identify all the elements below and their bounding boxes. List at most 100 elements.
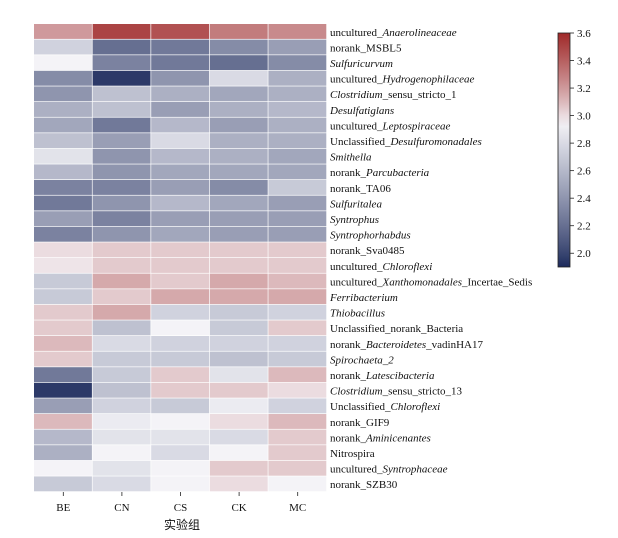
heatmap-cell	[92, 226, 151, 242]
heatmap-cell	[92, 429, 151, 445]
row-label: Sulfuritalea	[330, 198, 382, 210]
heatmap-cell	[209, 148, 268, 164]
heatmap-cell	[268, 55, 327, 71]
heatmap-cell	[92, 382, 151, 398]
heatmap-cell	[151, 289, 210, 305]
heatmap-cell	[92, 39, 151, 55]
row-label: norank_Sva0485	[330, 245, 405, 257]
heatmap-cell	[151, 351, 210, 367]
heatmap-cell	[209, 86, 268, 102]
heatmap-cell	[34, 211, 92, 227]
heatmap-cell	[92, 148, 151, 164]
row-label: Spirochaeta_2	[330, 354, 394, 366]
heatmap-cell	[268, 258, 327, 273]
heatmap-cell	[268, 24, 327, 39]
row-label: norank_GIF9	[330, 417, 390, 429]
heatmap-cell	[209, 164, 268, 180]
heatmap-cell	[92, 117, 151, 133]
heatmap-cell	[209, 39, 268, 55]
heatmap-cell	[268, 476, 327, 492]
heatmap-cell	[34, 414, 92, 429]
heatmap-cell	[92, 258, 151, 273]
heatmap-cell	[151, 460, 210, 476]
heatmap-cell	[268, 70, 327, 86]
heatmap-cell	[209, 476, 268, 492]
heatmap-cell	[34, 180, 92, 195]
heatmap-cell	[268, 211, 327, 227]
row-label: Syntrophus	[330, 214, 379, 226]
row-label: Syntrophorhabdus	[330, 230, 411, 242]
heatmap-cell	[268, 195, 327, 211]
heatmap-cell	[34, 226, 92, 242]
heatmap-cell	[209, 289, 268, 305]
heatmap-cell	[151, 258, 210, 273]
row-label: norank_SZB30	[330, 479, 398, 491]
row-label: Nitrospira	[330, 448, 375, 460]
column-label: CS	[174, 502, 187, 514]
heatmap-cell	[92, 289, 151, 305]
colorbar-tick-label: 2.6	[577, 166, 591, 178]
heatmap-cell	[151, 336, 210, 351]
row-label: norank_MSBL5	[330, 42, 402, 54]
heatmap-cell	[268, 39, 327, 55]
heatmap-cell	[34, 242, 92, 258]
row-label: uncultured_Leptospiraceae	[330, 120, 450, 132]
heatmap-cell	[268, 226, 327, 242]
row-label: Thiobacillus	[330, 308, 385, 320]
row-label: Smithella	[330, 152, 372, 164]
heatmap-cell	[209, 226, 268, 242]
row-label: Desulfatiglans	[329, 105, 394, 117]
heatmap-cell	[209, 398, 268, 414]
heatmap-cell	[209, 102, 268, 117]
heatmap-cell	[151, 102, 210, 117]
heatmap-cell	[34, 164, 92, 180]
heatmap-cell	[209, 242, 268, 258]
heatmap-cell	[151, 398, 210, 414]
heatmap-cell	[209, 429, 268, 445]
heatmap-cell	[151, 320, 210, 336]
heatmap-cell	[209, 414, 268, 429]
heatmap-cell	[151, 148, 210, 164]
colorbar-tick-label: 3.6	[577, 28, 591, 40]
row-label: Unclassified_norank_Bacteria	[330, 323, 463, 335]
heatmap-cell	[151, 180, 210, 195]
heatmap-cell	[209, 445, 268, 461]
heatmap-cell	[34, 398, 92, 414]
heatmap-cell	[92, 460, 151, 476]
heatmap-cell	[268, 117, 327, 133]
column-label: BE	[56, 502, 70, 514]
heatmap-cell	[209, 460, 268, 476]
colorbar-tick-label: 3.0	[577, 111, 591, 123]
row-label: uncultured_Xanthomonadales_Incertae_Sedi…	[330, 276, 532, 288]
heatmap-cell	[268, 86, 327, 102]
heatmap-cell	[268, 273, 327, 289]
column-label: CN	[114, 502, 129, 514]
heatmap-cell	[151, 304, 210, 320]
heatmap-cell	[268, 133, 327, 149]
row-label: Sulfuricurvum	[330, 58, 393, 70]
heatmap-cell	[268, 164, 327, 180]
heatmap-cell	[92, 180, 151, 195]
row-label: uncultured_Anaerolineaceae	[330, 27, 457, 39]
row-label: uncultured_Hydrogenophilaceae	[330, 74, 475, 86]
row-labels: uncultured_Anaerolineaceae norank_MSBL5 Su…	[329, 27, 532, 491]
heatmap-cell	[34, 148, 92, 164]
heatmap-cell	[151, 273, 210, 289]
heatmap-cell	[209, 117, 268, 133]
heatmap-cell	[151, 211, 210, 227]
heatmap-cell	[34, 445, 92, 461]
heatmap-cell	[92, 133, 151, 149]
heatmap-cell	[92, 320, 151, 336]
heatmap-cell	[268, 148, 327, 164]
heatmap-cell	[268, 320, 327, 336]
heatmap-cell	[151, 445, 210, 461]
heatmap-cell	[34, 320, 92, 336]
heatmap-cell	[34, 367, 92, 383]
colorbar-tick-label: 2.0	[577, 248, 591, 260]
heatmap-cell	[34, 273, 92, 289]
heatmap-cell	[34, 336, 92, 351]
heatmap-cell	[34, 289, 92, 305]
heatmap-cell	[209, 211, 268, 227]
heatmap-cell	[209, 24, 268, 39]
